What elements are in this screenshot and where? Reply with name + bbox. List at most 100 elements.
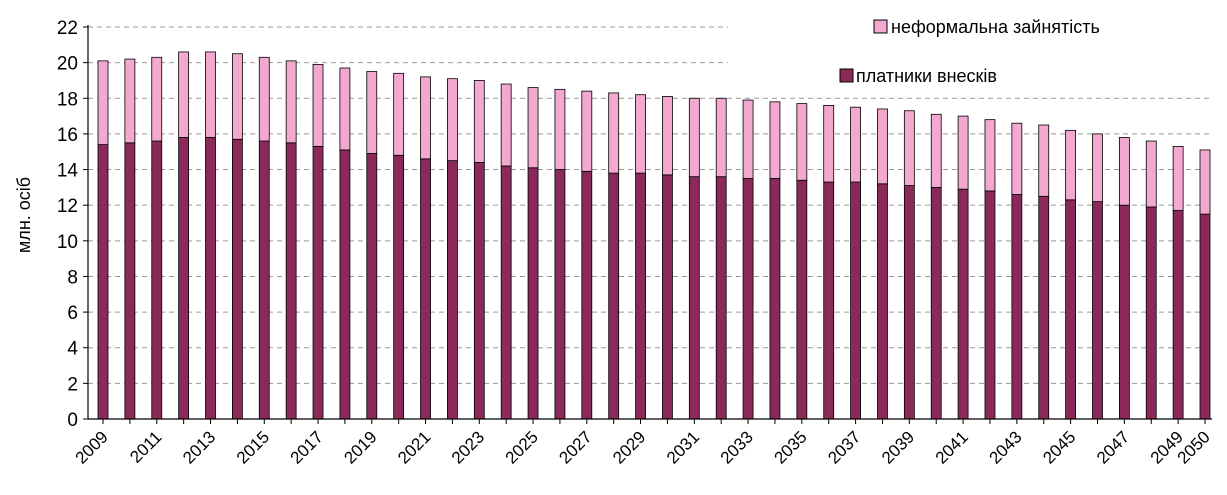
bar-contributors xyxy=(930,186,942,420)
x-tick-label: 2013 xyxy=(179,427,219,467)
bar-contributors xyxy=(339,149,351,420)
y-tick-label: 0 xyxy=(67,410,78,431)
x-tick-label: 2019 xyxy=(340,427,380,467)
bar-contributors xyxy=(796,179,808,420)
bar-contributors xyxy=(850,181,861,420)
y-tick-labels: 0 2 4 6 8 10 12 14 16 18 20 22 xyxy=(57,18,79,431)
x-tick-label: 2037 xyxy=(824,427,864,467)
bar-informal xyxy=(581,90,593,172)
bar-contributors xyxy=(1011,194,1023,420)
y-axis-label: млн. осіб xyxy=(14,177,34,253)
bar-contributors xyxy=(688,176,700,420)
bar-informal xyxy=(366,71,378,154)
bar-contributors xyxy=(1118,204,1130,420)
bar-informal xyxy=(796,103,808,181)
x-tick-label: 2041 xyxy=(932,427,972,467)
x-tick-label: 2050 xyxy=(1174,427,1214,467)
bar-informal xyxy=(930,113,942,188)
bar-contributors xyxy=(447,160,458,420)
bar-informal xyxy=(688,97,700,178)
bar-contributors xyxy=(1199,213,1211,420)
bar-informal xyxy=(1038,124,1050,197)
bar-contributors xyxy=(1065,199,1077,420)
x-tick-label: 2027 xyxy=(555,427,595,467)
bar-informal xyxy=(151,56,163,142)
y-tick-label: 22 xyxy=(57,18,78,39)
bar-informal xyxy=(312,64,324,147)
bar-contributors xyxy=(205,137,216,420)
x-tick-label: 2025 xyxy=(502,427,542,467)
y-tick-label: 12 xyxy=(57,196,78,217)
bar-informal xyxy=(1118,137,1130,206)
bar-informal xyxy=(554,88,566,170)
bar-informal xyxy=(231,53,243,140)
bar-informal xyxy=(393,72,405,156)
bar-informal xyxy=(420,76,431,160)
bar-informal xyxy=(527,87,539,169)
bar-contributors xyxy=(258,140,270,420)
bar-contributors xyxy=(662,174,673,420)
legend-swatch-contributors xyxy=(839,68,854,83)
y-tick-label: 20 xyxy=(57,54,78,75)
x-tick-label: 2039 xyxy=(878,427,918,467)
bar-informal xyxy=(957,115,969,190)
x-tick-label: 2011 xyxy=(126,427,165,466)
legend: неформальна зайнятість платники внесків xyxy=(839,17,1100,86)
bar-informal xyxy=(258,56,270,142)
y-tick-label: 10 xyxy=(57,232,78,253)
bar-contributors xyxy=(903,185,915,420)
bar-contributors xyxy=(366,153,378,420)
bar-contributors xyxy=(715,176,727,420)
bar-informal xyxy=(877,108,888,185)
x-tick-label: 2031 xyxy=(663,427,703,467)
bar-informal xyxy=(205,51,216,138)
x-tick-label: 2045 xyxy=(1039,427,1079,467)
bar-informal xyxy=(178,51,190,138)
x-tick-label: 2009 xyxy=(72,427,112,467)
bar-informal xyxy=(635,94,646,174)
bar-informal xyxy=(823,105,835,183)
y-tick-label: 6 xyxy=(67,303,78,324)
x-tick-label: 2015 xyxy=(233,427,273,467)
bar-contributors xyxy=(742,178,754,420)
bar-contributors xyxy=(581,170,593,420)
y-tick-label: 16 xyxy=(57,125,78,146)
bar-contributors xyxy=(285,142,297,420)
bar-informal xyxy=(984,119,996,192)
bar-informal xyxy=(608,92,620,174)
bar-contributors xyxy=(97,144,109,420)
bar-informal xyxy=(903,110,915,186)
bar-informal xyxy=(124,58,136,144)
bar-contributors xyxy=(527,167,539,420)
bar-contributors xyxy=(769,178,781,420)
bar-informal xyxy=(1172,145,1184,211)
y-tick-label: 2 xyxy=(67,374,78,395)
x-tick-label: 2023 xyxy=(448,427,488,467)
bar-contributors xyxy=(1172,210,1184,420)
legend-label-contributors: платники внесків xyxy=(856,66,997,86)
gridlines xyxy=(88,26,1212,384)
y-tick-label: 4 xyxy=(67,339,78,360)
bar-contributors xyxy=(500,165,512,420)
bar-informal xyxy=(1199,149,1211,215)
bar-informal xyxy=(500,83,512,167)
bar-contributors xyxy=(1145,206,1157,420)
legend-swatch-informal xyxy=(873,19,888,34)
bar-contributors xyxy=(823,181,835,420)
bar-contributors xyxy=(473,162,485,420)
bar-contributors xyxy=(877,183,888,420)
legend-label-informal: неформальна зайнятість xyxy=(891,17,1100,37)
bar-contributors xyxy=(231,138,243,420)
bar-informal xyxy=(97,60,109,145)
bar-informal xyxy=(1065,129,1077,201)
x-tick-label: 2029 xyxy=(609,427,649,467)
bar-contributors xyxy=(124,142,136,420)
x-tick-label: 2043 xyxy=(985,427,1025,467)
bar-contributors xyxy=(178,137,190,420)
bar-informal xyxy=(285,60,297,144)
bar-contributors xyxy=(1038,195,1050,420)
bar-informal xyxy=(850,106,861,183)
bar-contributors xyxy=(554,169,566,420)
